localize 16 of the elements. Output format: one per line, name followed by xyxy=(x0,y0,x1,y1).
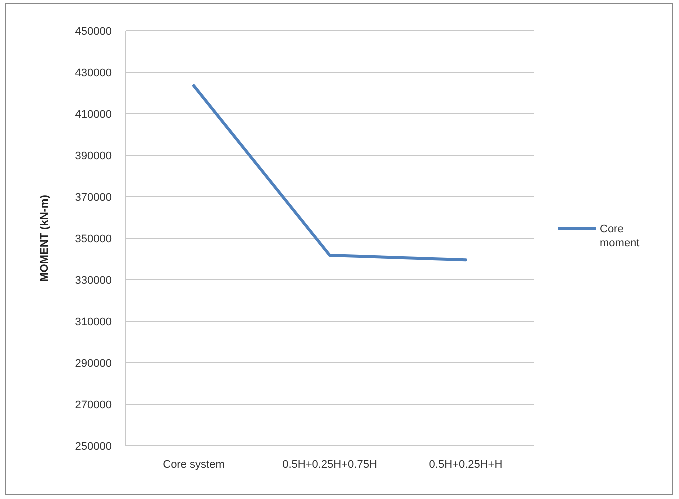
y-tick-label: 390000 xyxy=(75,150,112,162)
y-tick-label: 270000 xyxy=(75,399,112,412)
y-tick-label: 290000 xyxy=(75,358,112,370)
y-tick-label: 350000 xyxy=(75,233,112,246)
y-tick-label: 410000 xyxy=(75,108,112,121)
y-tick-label: 310000 xyxy=(75,316,112,328)
y-axis-title: MOMENT (kN-m) xyxy=(39,194,51,282)
y-tick-label: 430000 xyxy=(75,67,112,80)
y-tick-label: 250000 xyxy=(75,440,112,453)
x-tick-label: Core system xyxy=(163,459,225,471)
x-tick-label: 0.5H+0.25H+0.75H xyxy=(282,459,378,471)
legend-label: Core moment xyxy=(600,223,640,250)
x-tick-label: 0.5H+0.25H+H xyxy=(429,459,503,471)
y-tick-label: 330000 xyxy=(75,274,112,287)
y-tick-label: 370000 xyxy=(75,192,112,204)
y-tick-label: 450000 xyxy=(75,26,112,38)
